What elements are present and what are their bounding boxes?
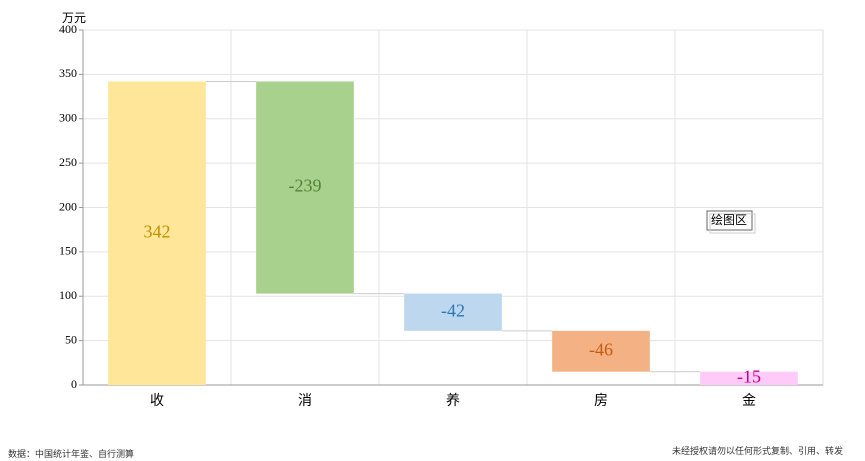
y-tick-label: 150	[59, 244, 77, 258]
bar	[404, 293, 502, 331]
annotation-shadow	[709, 213, 756, 234]
value-label: 342	[144, 221, 171, 241]
y-tick-label: 250	[59, 155, 77, 169]
bar	[700, 371, 798, 385]
value-label: -15	[737, 366, 761, 386]
value-label: -46	[589, 339, 613, 359]
source: 数据：中国统计年鉴、自行测算	[8, 448, 134, 459]
bar	[552, 330, 650, 372]
y-tick-label: 0	[71, 377, 77, 391]
y-tick-label: 50	[65, 332, 77, 346]
x-tick-label: 房	[594, 393, 608, 409]
y-tick-label: 400	[59, 22, 77, 36]
y-tick-label: 300	[59, 111, 77, 125]
x-tick-label: 消	[298, 393, 312, 409]
x-tick-label: 收	[150, 393, 164, 409]
value-label: -42	[441, 300, 465, 320]
note: 未经授权请勿以任何形式复制、引用、转发	[672, 445, 843, 456]
annotation-box	[706, 210, 753, 231]
bar	[108, 81, 206, 385]
y-unit: 万元	[62, 11, 86, 25]
bar	[256, 81, 354, 294]
annotation: 绘图区	[711, 212, 747, 227]
x-tick-label: 金	[742, 393, 756, 409]
y-tick-label: 100	[59, 288, 77, 302]
y-tick-label: 350	[59, 66, 77, 80]
x-tick-label: 养	[446, 393, 460, 409]
value-label: -239	[289, 176, 322, 196]
y-tick-label: 200	[59, 199, 77, 213]
